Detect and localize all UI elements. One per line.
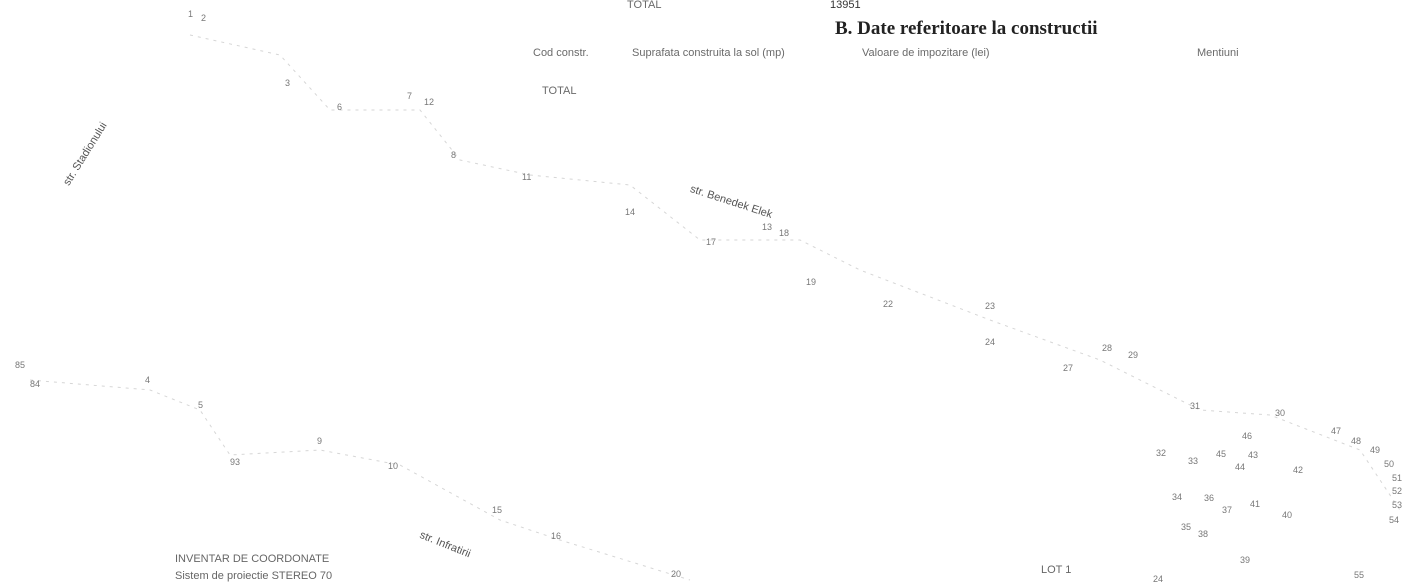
point-label: 37 (1222, 505, 1233, 515)
point-label: 3 (285, 78, 291, 88)
point-label: 18 (779, 228, 790, 238)
point-label: 20 (671, 569, 682, 579)
point-label: 40 (1282, 510, 1293, 520)
point-label: 30 (1275, 408, 1286, 418)
point-label: 11 (522, 172, 532, 182)
point-label: 24 (985, 337, 996, 347)
header-valoare: Valoare de impozitare (lei) (862, 47, 990, 59)
point-label: 44 (1235, 462, 1246, 472)
inventory-subtitle: Sistem de proiectie STEREO 70 (175, 570, 333, 582)
point-label: 8 (451, 150, 457, 160)
point-label: 52 (1392, 486, 1403, 496)
point-label: 41 (1250, 499, 1261, 509)
point-label: 33 (1188, 456, 1199, 466)
point-label: 48 (1351, 436, 1362, 446)
point-label: 32 (1156, 448, 1167, 458)
point-label: 51 (1392, 473, 1403, 483)
section-title: B. Date referitoare la constructii (835, 18, 1098, 39)
point-label: 10 (388, 461, 399, 471)
point-label: 24 (1153, 574, 1164, 584)
header-suprafata: Suprafata construita la sol (mp) (632, 47, 785, 59)
point-label: 7 (407, 91, 413, 101)
point-label: 54 (1389, 515, 1400, 525)
point-label: 23 (985, 301, 996, 311)
point-label: 35 (1181, 522, 1192, 532)
point-label: 53 (1392, 500, 1403, 510)
point-label: 19 (806, 277, 817, 287)
point-label: 16 (551, 531, 562, 541)
point-label: 29 (1128, 350, 1139, 360)
point-label: 34 (1172, 492, 1183, 502)
point-label: 47 (1331, 426, 1342, 436)
point-label: 17 (706, 237, 717, 247)
point-label: 6 (337, 102, 343, 112)
point-label: 2 (201, 13, 207, 23)
point-label: 1 (188, 9, 194, 19)
point-label: 38 (1198, 529, 1209, 539)
point-label: 12 (424, 97, 435, 107)
point-label: 46 (1242, 431, 1253, 441)
point-label: 9 (317, 436, 323, 446)
top-total-value: 13951 (830, 0, 861, 11)
lot-label: LOT 1 (1041, 564, 1072, 576)
point-label: 27 (1063, 363, 1074, 373)
header-mentiuni: Mentiuni (1197, 47, 1239, 59)
point-label: 43 (1248, 450, 1259, 460)
point-label: 31 (1190, 401, 1201, 411)
point-label: 5 (198, 400, 204, 410)
point-label: 22 (883, 299, 894, 309)
point-label: 49 (1370, 445, 1381, 455)
point-label: 84 (30, 379, 41, 389)
point-label: 14 (625, 207, 636, 217)
table-total-label: TOTAL (542, 85, 577, 97)
point-label: 13 (762, 222, 773, 232)
point-label: 39 (1240, 555, 1251, 565)
top-total-label: TOTAL (627, 0, 662, 11)
point-label: 42 (1293, 465, 1304, 475)
inventory-title: INVENTAR DE COORDONATE (175, 553, 330, 565)
point-label: 15 (492, 505, 503, 515)
header-cod-constr: Cod constr. (533, 47, 589, 59)
point-label: 55 (1354, 570, 1365, 580)
point-label: 50 (1384, 459, 1395, 469)
point-label: 36 (1204, 493, 1215, 503)
point-label: 4 (145, 375, 151, 385)
point-label: 85 (15, 360, 26, 370)
point-label: 45 (1216, 449, 1227, 459)
point-label: 93 (230, 457, 241, 467)
point-label: 28 (1102, 343, 1113, 353)
